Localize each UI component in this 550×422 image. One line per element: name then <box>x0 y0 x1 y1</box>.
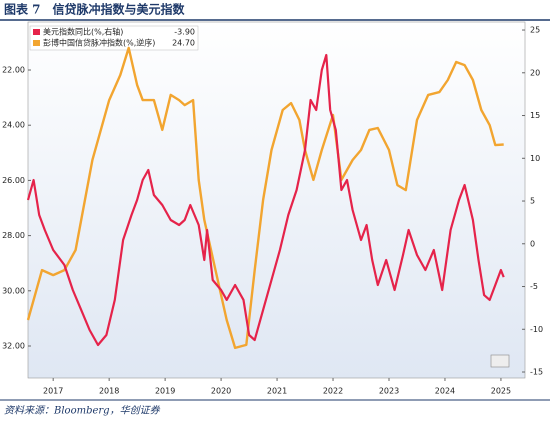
x-tick-label: 2019 <box>155 387 175 396</box>
y-tick-label: 24.00 <box>2 121 25 130</box>
legend-label: 彭博中国信贷脉冲指数(%,逆序) <box>43 38 155 48</box>
x-tick-label: 2023 <box>379 387 399 396</box>
y2-tick-label: 20 <box>530 68 540 77</box>
y2-tick-label: 10 <box>530 154 540 163</box>
y2-tick-label: -15 <box>530 368 543 377</box>
x-tick-label: 2024 <box>435 387 455 396</box>
legend <box>29 25 199 51</box>
legend-value: -3.90 <box>174 28 195 37</box>
y2-tick-label: 5 <box>530 197 535 206</box>
y2-tick-label: 25 <box>530 26 540 35</box>
x-tick-label: 2017 <box>43 387 63 396</box>
y2-tick-label: -5 <box>530 282 538 291</box>
series-line <box>26 46 504 350</box>
y2-tick-label: -10 <box>530 325 543 334</box>
y-tick-label: 30.00 <box>2 286 25 295</box>
y-tick-label: 22.00 <box>2 66 25 75</box>
y2-tick-label: 0 <box>530 239 535 248</box>
x-tick-label: 2022 <box>323 387 343 396</box>
legend-label: 美元指数同比(%,右轴) <box>43 27 123 37</box>
x-tick-label: 2021 <box>267 387 287 396</box>
source: 资料来源：Bloomberg，华创证券 <box>4 405 161 417</box>
icon-button <box>490 354 510 368</box>
y-tick-label: 32.00 <box>2 341 25 350</box>
x-tick-label: 2020 <box>211 387 231 396</box>
legend-value: 24.70 <box>172 39 195 48</box>
legend-swatch <box>33 40 40 46</box>
y-tick-label: 26.00 <box>2 176 25 185</box>
legend-swatch <box>33 29 40 35</box>
y2-tick-label: 15 <box>530 111 540 120</box>
series-line <box>26 53 505 347</box>
x-tick-label: 2025 <box>491 387 511 396</box>
chart-title: 图表 7 信贷脉冲指数与美元指数 <box>4 2 186 17</box>
x-tick-label: 2018 <box>99 387 119 396</box>
y-tick-label: 28.00 <box>2 231 25 240</box>
